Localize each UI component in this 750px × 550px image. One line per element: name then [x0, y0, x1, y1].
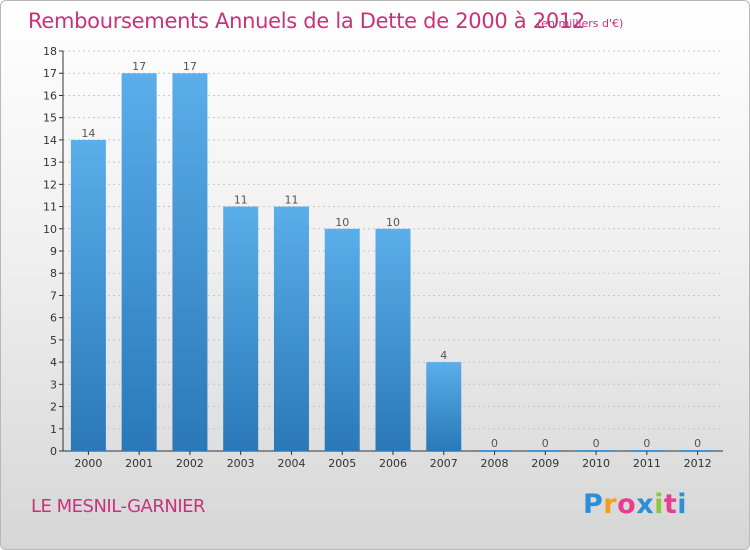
x-tick-label: 2011: [633, 457, 661, 470]
y-tick-label: 6: [50, 312, 57, 325]
x-tick-label: 2004: [277, 457, 305, 470]
bar-value-label: 14: [81, 127, 95, 140]
x-tick-label: 2000: [74, 457, 102, 470]
bar-value-label: 4: [440, 349, 447, 362]
y-tick-label: 11: [43, 201, 57, 214]
x-tick-label: 2008: [481, 457, 509, 470]
bar: [172, 73, 208, 451]
y-tick-label: 14: [43, 134, 57, 147]
proxiti-logo: Proxiti: [583, 489, 687, 520]
bar-value-label: 0: [694, 437, 701, 450]
bar: [680, 450, 716, 451]
y-tick-label: 8: [50, 267, 57, 280]
x-tick-label: 2010: [582, 457, 610, 470]
bar: [629, 450, 665, 451]
y-tick-label: 7: [50, 289, 57, 302]
logo-letter: r: [603, 489, 618, 520]
x-tick-label: 2003: [227, 457, 255, 470]
y-tick-label: 4: [50, 356, 57, 369]
y-tick-label: 18: [43, 45, 57, 58]
bar-value-label: 17: [132, 60, 146, 73]
logo-letter: i: [677, 489, 688, 520]
bar-value-label: 10: [386, 216, 400, 229]
bar-value-label: 0: [593, 437, 600, 450]
bar: [121, 73, 157, 451]
bar-value-label: 0: [491, 437, 498, 450]
x-tick-label: 2002: [176, 457, 204, 470]
y-tick-label: 1: [50, 423, 57, 436]
bar-value-label: 11: [284, 194, 298, 207]
y-tick-label: 15: [43, 112, 57, 125]
commune-name: LE MESNIL-GARNIER: [31, 496, 206, 517]
y-tick-label: 2: [50, 401, 57, 414]
logo-letter: o: [617, 489, 637, 520]
y-tick-label: 17: [43, 67, 57, 80]
bar: [70, 139, 106, 451]
bar-value-label: 10: [335, 216, 349, 229]
bar: [273, 206, 309, 451]
bar-value-label: 17: [183, 60, 197, 73]
y-tick-label: 3: [50, 378, 57, 391]
bar: [426, 362, 462, 451]
y-tick-label: 10: [43, 223, 57, 236]
x-tick-label: 2006: [379, 457, 407, 470]
bar: [324, 228, 360, 451]
logo-letter: t: [663, 489, 678, 520]
x-tick-label: 2001: [125, 457, 153, 470]
x-tick-label: 2005: [328, 457, 356, 470]
bar: [223, 206, 259, 451]
x-tick-label: 2009: [531, 457, 559, 470]
x-tick-label: 2007: [430, 457, 458, 470]
bar: [578, 450, 614, 451]
logo-letter: x: [636, 489, 655, 520]
logo-letter: P: [583, 489, 604, 520]
bar-value-label: 0: [542, 437, 549, 450]
chart-title: Remboursements Annuels de la Dette de 20…: [28, 9, 585, 33]
x-tick-label: 2012: [684, 457, 712, 470]
logo-letter: i: [654, 489, 664, 520]
chart-unit: (en milliers d'€): [537, 17, 624, 30]
y-tick-label: 13: [43, 156, 57, 169]
bar: [477, 450, 513, 451]
y-tick-label: 16: [43, 89, 57, 102]
bar: [527, 450, 563, 451]
y-tick-label: 9: [50, 245, 57, 258]
y-tick-label: 12: [43, 178, 57, 191]
y-tick-label: 0: [50, 445, 57, 458]
bar-value-label: 0: [643, 437, 650, 450]
bar-value-label: 11: [234, 194, 248, 207]
bar: [375, 228, 411, 451]
y-tick-label: 5: [50, 334, 57, 347]
